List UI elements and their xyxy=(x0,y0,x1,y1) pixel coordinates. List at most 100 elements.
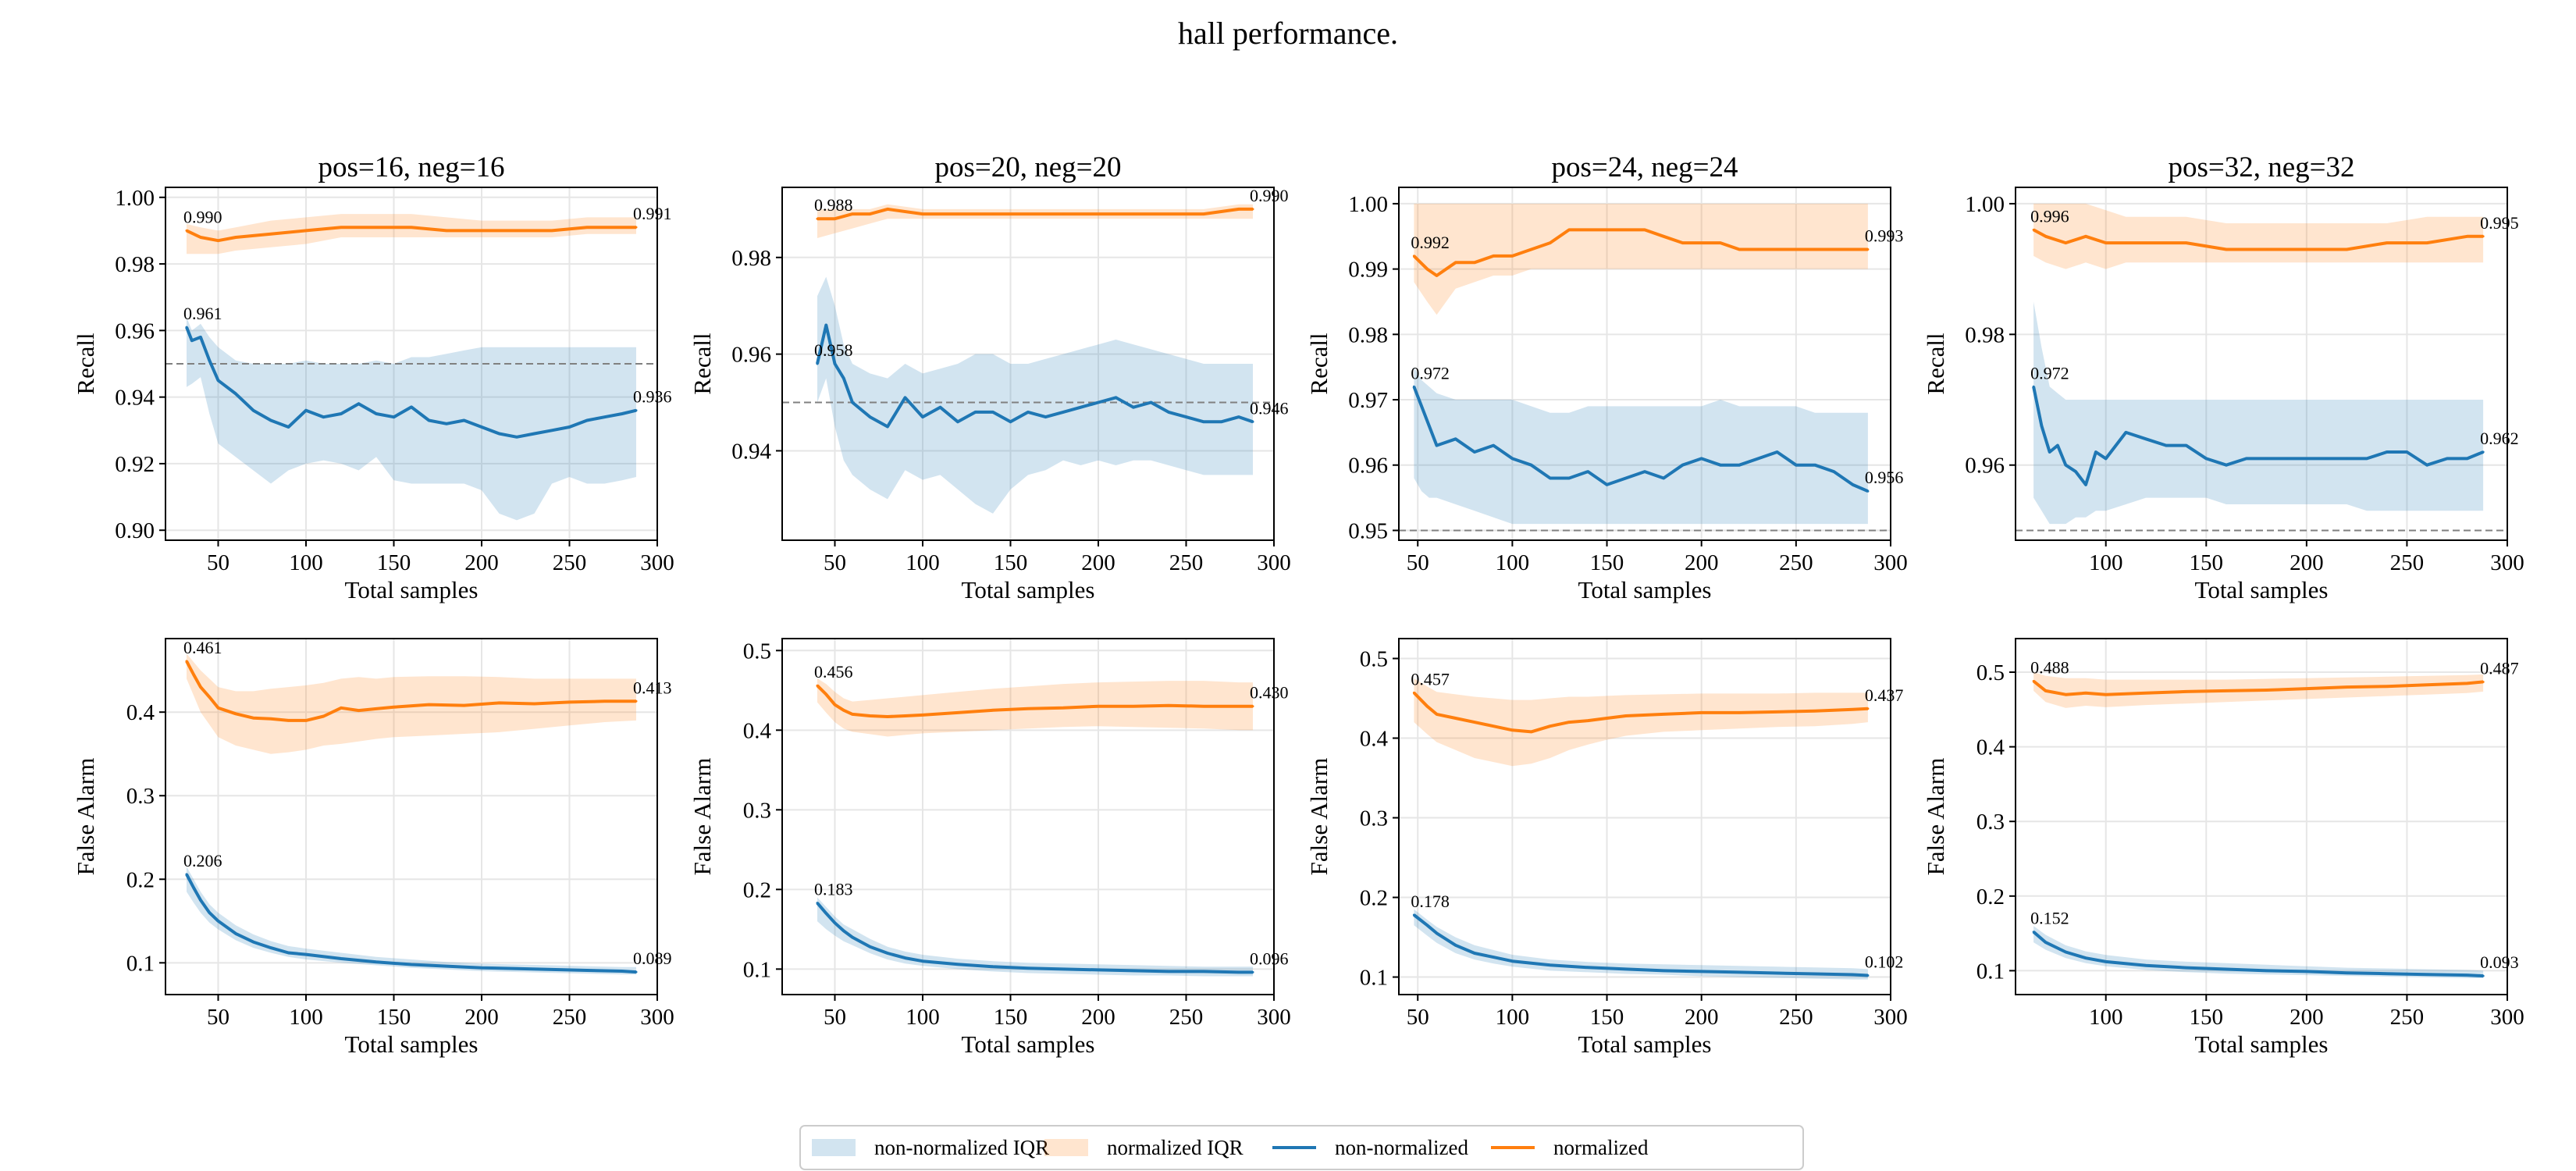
series-1-point xyxy=(1510,254,1514,258)
series-1-point xyxy=(1776,248,1779,251)
series-0-point xyxy=(1776,971,1779,974)
plot-area xyxy=(816,678,1254,977)
series-0-point xyxy=(816,362,819,365)
series-0-point xyxy=(375,960,378,963)
y-tick-label: 0.1 xyxy=(1976,959,2005,984)
plot-area xyxy=(165,214,657,521)
series-1-point xyxy=(1662,713,1665,716)
series-1-point xyxy=(1813,248,1816,251)
axes-frame xyxy=(2015,187,2508,541)
series-0-point xyxy=(1425,924,1429,927)
series-0-point xyxy=(1251,420,1254,423)
series-0-point xyxy=(834,921,836,924)
series-1-point xyxy=(1719,241,1722,244)
series-0-point xyxy=(1738,464,1741,467)
series-0-point xyxy=(921,959,924,963)
y-tick-label: 0.1 xyxy=(126,951,155,976)
series-0-point xyxy=(2144,437,2147,440)
y-tick-label: 0.1 xyxy=(743,957,771,982)
series-1-iqr-band xyxy=(1414,678,1868,767)
series-1-point xyxy=(2044,689,2048,692)
end-value-label: 0.430 xyxy=(1250,683,1289,703)
series-1-point xyxy=(1435,274,1438,277)
series-1-point xyxy=(2425,241,2428,244)
series-0-point xyxy=(515,436,518,439)
series-0-point xyxy=(869,945,871,949)
series-0-point xyxy=(2325,457,2329,460)
axes-frame xyxy=(781,638,1275,995)
series-0-point xyxy=(1624,476,1628,479)
x-axis-label: Total samples xyxy=(345,576,479,603)
series-1-point xyxy=(1756,248,1759,251)
series-1-point xyxy=(550,229,553,232)
subplot-3: 0.972 0.956 0.992 0.993 50 100 150 200 250 300 0.9… xyxy=(1305,151,1908,603)
series-1-point xyxy=(2064,241,2067,244)
series-0-point xyxy=(842,929,845,932)
series-1-point xyxy=(322,715,325,718)
y-tick-label: 0.5 xyxy=(743,639,771,664)
series-0-point xyxy=(2386,972,2389,975)
series-1-point xyxy=(956,212,959,215)
series-1-point xyxy=(834,217,836,220)
series-0-point xyxy=(1700,970,1703,973)
series-1-line xyxy=(1412,692,1869,734)
series-0-point xyxy=(304,409,308,412)
series-0-point xyxy=(1435,931,1438,934)
series-1-point xyxy=(410,226,413,229)
series-0-point xyxy=(1115,396,1117,399)
y-tick-label: 1.00 xyxy=(1965,192,2005,217)
x-tick-label: 50 xyxy=(1407,1005,1429,1030)
series-1-point xyxy=(185,229,188,232)
series-0-point xyxy=(287,951,290,954)
series-0-point xyxy=(375,412,378,415)
series-0-point xyxy=(340,957,343,960)
y-axis-label: Recall xyxy=(1922,333,1949,394)
series-0-point xyxy=(585,418,589,422)
y-tick-label: 0.94 xyxy=(115,386,155,411)
series-1-point xyxy=(851,212,854,215)
x-tick-label: 200 xyxy=(2290,550,2324,575)
x-tick-label: 150 xyxy=(994,550,1028,575)
series-0-point xyxy=(921,415,924,418)
plot-area xyxy=(782,204,1274,514)
y-tick-label: 0.3 xyxy=(1360,806,1388,831)
plot-area xyxy=(1412,678,1870,980)
series-0-point xyxy=(939,406,941,409)
series-1-point xyxy=(269,717,272,721)
x-tick-label: 300 xyxy=(640,1005,674,1030)
series-0-point xyxy=(1062,411,1065,414)
series-0-point xyxy=(956,420,959,423)
series-0-point xyxy=(1132,969,1135,972)
series-0-point xyxy=(1412,913,1415,917)
series-0-point xyxy=(842,377,845,380)
series-0-point xyxy=(2044,941,2048,944)
series-1-point xyxy=(585,226,589,229)
series-1-point xyxy=(1251,208,1254,211)
series-1-point xyxy=(1454,261,1457,264)
series-0-point xyxy=(199,899,202,902)
subplot-title: pos=20, neg=20 xyxy=(934,151,1121,183)
x-tick-label: 200 xyxy=(1685,550,1719,575)
axes-frame xyxy=(2015,638,2508,995)
series-0-point xyxy=(1167,411,1170,414)
start-value-label: 0.972 xyxy=(1411,363,1450,383)
series-0-point xyxy=(2225,464,2228,467)
series-1-point xyxy=(2305,248,2308,251)
x-tick-label: 300 xyxy=(1257,1005,1291,1030)
subplot-title: pos=24, neg=24 xyxy=(1551,151,1738,183)
series-0-point xyxy=(1185,415,1187,418)
series-1-point xyxy=(2185,241,2188,244)
axes-frame xyxy=(165,187,658,541)
axes-frame xyxy=(1398,638,1891,995)
series-1-point xyxy=(2466,682,2469,685)
plot-area xyxy=(185,653,638,975)
subplot-7: 0.178 0.102 0.457 0.437 50 100 150 200 250 300 0.1… xyxy=(1305,638,1908,1058)
start-value-label: 0.456 xyxy=(814,662,853,682)
end-value-label: 0.096 xyxy=(1250,949,1289,968)
series-0-point xyxy=(2285,457,2288,460)
series-0-point xyxy=(217,379,219,382)
series-1-point xyxy=(1832,248,1835,251)
legend-swatch-band xyxy=(1044,1139,1088,1156)
series-0-point xyxy=(1150,401,1152,404)
legend-item: non-normalized IQR xyxy=(812,1136,1049,1159)
